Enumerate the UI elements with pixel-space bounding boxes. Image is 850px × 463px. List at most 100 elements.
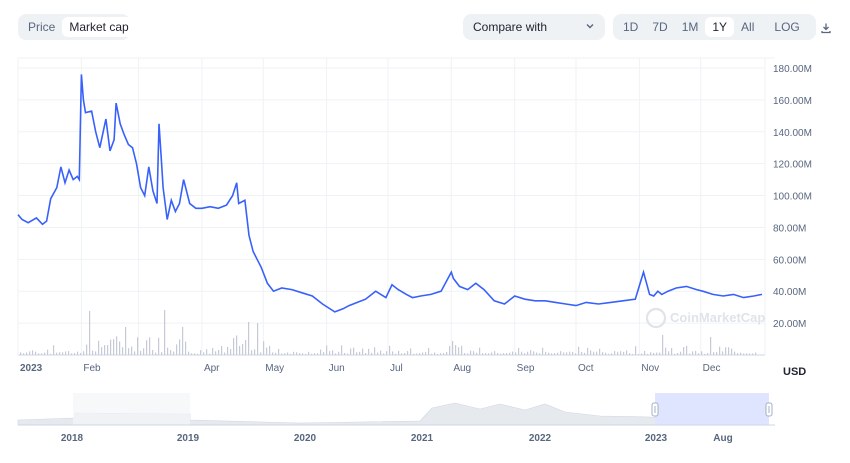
range-navigator[interactable]: 2018 2019 2020 2021 2022 2023 Aug: [17, 393, 775, 444]
volume-bar: [281, 353, 283, 355]
volume-bar: [509, 352, 511, 355]
volume-bar: [104, 345, 106, 355]
volume-bar: [500, 353, 502, 355]
volume-bar: [491, 352, 493, 355]
download-button[interactable]: [813, 17, 839, 37]
volume-bar: [53, 345, 55, 355]
x-tick-label: Jul: [390, 363, 403, 374]
volume-bar: [737, 352, 739, 355]
volume-bar: [746, 353, 748, 355]
volume-bar: [89, 311, 91, 355]
volume-bar: [707, 353, 709, 355]
volume-bar: [335, 353, 337, 355]
volume-bar: [404, 352, 406, 355]
volume-bar: [83, 351, 85, 355]
compare-with-dropdown[interactable]: Compare with: [463, 14, 605, 40]
volume-bar: [149, 337, 151, 355]
volume-bar: [743, 353, 745, 355]
volume-bar: [332, 350, 334, 355]
volume-bar: [713, 352, 715, 355]
x-tick-label: Dec: [703, 363, 721, 374]
volume-bar: [548, 352, 550, 355]
volume-bar: [98, 340, 100, 355]
volume-bar: [86, 344, 88, 355]
volume-bar: [38, 353, 40, 355]
volume-bar: [299, 353, 301, 355]
volume-bar: [374, 347, 376, 355]
volume-bar: [221, 346, 223, 355]
volume-bar: [203, 352, 205, 355]
volume-bar: [59, 352, 61, 355]
y-tick-label: 100.00M: [773, 192, 812, 203]
volume-bar: [410, 348, 412, 355]
price-tab[interactable]: Price: [28, 20, 56, 34]
navigator-selection[interactable]: [655, 393, 769, 425]
volume-bar: [587, 347, 589, 355]
volume-bar: [647, 353, 649, 355]
market-cap-line: [17, 74, 763, 313]
volume-bar: [719, 346, 721, 355]
volume-bar: [20, 352, 22, 355]
volume-bar: [431, 353, 433, 355]
volume-bar: [317, 353, 319, 355]
range-all-button[interactable]: All: [741, 20, 755, 34]
volume-bar: [380, 350, 382, 355]
volume-bar: [611, 353, 613, 355]
volume-bar: [353, 347, 355, 355]
volume-bar: [254, 349, 256, 355]
volume-bar: [26, 352, 28, 355]
volume-bar: [584, 352, 586, 355]
volume-bar: [731, 348, 733, 355]
volume-bar: [140, 350, 142, 355]
watermark-text: CoinMarketCap: [670, 310, 765, 325]
market-cap-tab[interactable]: Market cap: [62, 17, 136, 37]
volume-bar: [392, 351, 394, 355]
volume-bar: [557, 352, 559, 355]
volume-bar: [368, 348, 370, 355]
range-1y-button[interactable]: 1Y: [705, 17, 735, 37]
volume-bar: [200, 350, 202, 355]
range-1m-button[interactable]: 1M: [681, 20, 699, 34]
volume-bar: [419, 353, 421, 355]
volume-bar: [527, 351, 529, 355]
volume-bar: [689, 353, 691, 355]
volume-bar: [287, 352, 289, 355]
volume-bar: [206, 349, 208, 355]
x-tick-label: Aug: [453, 363, 471, 374]
volume-bar: [710, 337, 712, 355]
volume-bar: [428, 348, 430, 355]
volume-bar: [344, 352, 346, 355]
volume-bar: [695, 350, 697, 355]
volume-bar: [698, 353, 700, 355]
volume-bar: [122, 347, 124, 355]
volume-bar: [596, 351, 598, 355]
volume-bar: [314, 353, 316, 355]
volume-bar: [560, 351, 562, 355]
volume-bar: [479, 347, 481, 355]
volume-bar: [32, 350, 34, 355]
volume-bar: [455, 345, 457, 355]
volume-bar: [446, 351, 448, 355]
volume-bar: [755, 352, 757, 355]
volume-bar: [233, 338, 235, 355]
volume-bar: [308, 351, 310, 355]
range-1d-button[interactable]: 1D: [623, 20, 639, 34]
volume-bar: [575, 353, 577, 355]
volume-bar: [599, 348, 601, 355]
y-tick-label: 160.00M: [773, 96, 812, 107]
volume-bar: [464, 353, 466, 355]
volume-bar: [167, 347, 169, 355]
volume-bar: [284, 353, 286, 355]
range-7d-button[interactable]: 7D: [652, 20, 668, 34]
volume-bar: [377, 352, 379, 355]
log-scale-button[interactable]: LOG: [774, 20, 800, 34]
volume-bar: [248, 322, 250, 355]
volume-bar: [395, 353, 397, 355]
volume-bar: [296, 352, 298, 355]
volume-bar: [137, 337, 139, 355]
volume-bar: [35, 351, 37, 355]
volume-bar: [407, 351, 409, 355]
volume-bar: [401, 353, 403, 355]
volume-bar: [590, 350, 592, 355]
